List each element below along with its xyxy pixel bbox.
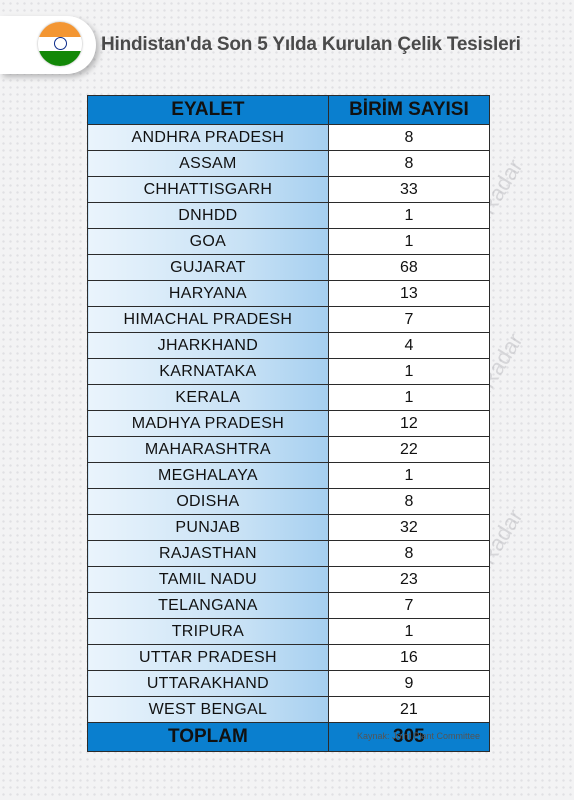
- state-cell: PUNJAB: [87, 514, 329, 541]
- count-cell: 8: [327, 540, 491, 567]
- table-row: ANDHRA PRADESH 8: [87, 124, 491, 151]
- total-label: TOPLAM: [87, 722, 329, 752]
- count-cell: 22: [327, 436, 491, 463]
- table-row: UTTAR PRADESH 16: [87, 644, 491, 671]
- state-cell: JHARKHAND: [87, 332, 329, 359]
- table-row: MAHARASHTRA 22: [87, 436, 491, 463]
- table-row: KERALA 1: [87, 384, 491, 411]
- source-note: Kaynak: Joint Plant Committee: [357, 731, 481, 741]
- count-cell: 1: [327, 202, 491, 229]
- table-row: KARNATAKA 1: [87, 358, 491, 385]
- state-cell: TAMIL NADU: [87, 566, 329, 593]
- count-cell: 1: [327, 358, 491, 385]
- table-row: ODISHA 8: [87, 488, 491, 515]
- count-cell: 8: [327, 124, 491, 151]
- count-cell: 1: [327, 462, 491, 489]
- count-cell: 7: [327, 592, 491, 619]
- count-cell: 13: [327, 280, 491, 307]
- table-row: JHARKHAND 4: [87, 332, 491, 359]
- state-cell: CHHATTISGARH: [87, 176, 329, 203]
- count-cell: 1: [327, 228, 491, 255]
- table-row: WEST BENGAL 21: [87, 696, 491, 723]
- state-cell: ANDHRA PRADESH: [87, 124, 329, 151]
- count-cell: 1: [327, 384, 491, 411]
- india-flag-icon: [38, 22, 82, 66]
- count-cell: 8: [327, 488, 491, 515]
- table-header-row: EYALET BİRİM SAYISI: [87, 95, 491, 125]
- state-cell: UTTARAKHAND: [87, 670, 329, 697]
- state-cell: MADHYA PRADESH: [87, 410, 329, 437]
- table-row: ASSAM 8: [87, 150, 491, 177]
- count-cell: 4: [327, 332, 491, 359]
- table-row: PUNJAB 32: [87, 514, 491, 541]
- state-cell: DNHDD: [87, 202, 329, 229]
- steel-plants-table: EYALET BİRİM SAYISI ANDHRA PRADESH 8 ASSAM…: [87, 95, 491, 752]
- table-row: UTTARAKHAND 9: [87, 670, 491, 697]
- state-cell: TELANGANA: [87, 592, 329, 619]
- page-title: Hindistan'da Son 5 Yılda Kurulan Çelik T…: [101, 34, 521, 55]
- state-cell: GOA: [87, 228, 329, 255]
- total-row: TOPLAM 305: [87, 722, 491, 752]
- header: Hindistan'da Son 5 Yılda Kurulan Çelik T…: [0, 10, 574, 76]
- table-row: TELANGANA 7: [87, 592, 491, 619]
- state-cell: KERALA: [87, 384, 329, 411]
- column-header-state: EYALET: [87, 95, 329, 125]
- state-cell: KARNATAKA: [87, 358, 329, 385]
- count-cell: 12: [327, 410, 491, 437]
- count-cell: 1: [327, 618, 491, 645]
- count-cell: 16: [327, 644, 491, 671]
- state-cell: MAHARASHTRA: [87, 436, 329, 463]
- table-row: HIMACHAL PRADESH 7: [87, 306, 491, 333]
- count-cell: 23: [327, 566, 491, 593]
- column-header-count: BİRİM SAYISI: [327, 95, 491, 125]
- count-cell: 68: [327, 254, 491, 281]
- table-row: GUJARAT 68: [87, 254, 491, 281]
- count-cell: 33: [327, 176, 491, 203]
- state-cell: GUJARAT: [87, 254, 329, 281]
- count-cell: 8: [327, 150, 491, 177]
- state-cell: RAJASTHAN: [87, 540, 329, 567]
- table-row: TAMIL NADU 23: [87, 566, 491, 593]
- count-cell: 9: [327, 670, 491, 697]
- count-cell: 21: [327, 696, 491, 723]
- total-value: 305: [327, 722, 491, 752]
- state-cell: ODISHA: [87, 488, 329, 515]
- state-cell: UTTAR PRADESH: [87, 644, 329, 671]
- table-row: MADHYA PRADESH 12: [87, 410, 491, 437]
- state-cell: MEGHALAYA: [87, 462, 329, 489]
- table-body: ANDHRA PRADESH 8 ASSAM 8 CHHATTISGARH 33 DNHDD…: [87, 124, 491, 723]
- table-row: HARYANA 13: [87, 280, 491, 307]
- table-row: MEGHALAYA 1: [87, 462, 491, 489]
- state-cell: WEST BENGAL: [87, 696, 329, 723]
- table-row: GOA 1: [87, 228, 491, 255]
- table-row: RAJASTHAN 8: [87, 540, 491, 567]
- state-cell: TRIPURA: [87, 618, 329, 645]
- state-cell: ASSAM: [87, 150, 329, 177]
- count-cell: 7: [327, 306, 491, 333]
- table-row: DNHDD 1: [87, 202, 491, 229]
- table-row: TRIPURA 1: [87, 618, 491, 645]
- table-row: CHHATTISGARH 33: [87, 176, 491, 203]
- state-cell: HARYANA: [87, 280, 329, 307]
- count-cell: 32: [327, 514, 491, 541]
- state-cell: HIMACHAL PRADESH: [87, 306, 329, 333]
